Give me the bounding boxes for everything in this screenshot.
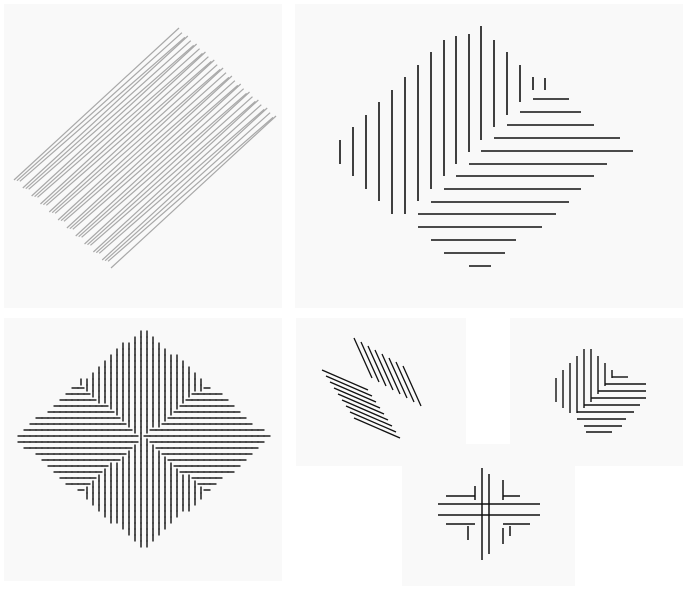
chevron-line bbox=[374, 349, 394, 391]
hatch-line bbox=[92, 99, 259, 253]
nested-corner-lines-panel bbox=[295, 4, 683, 308]
chevron-line bbox=[341, 399, 389, 421]
chevron-line bbox=[349, 411, 397, 433]
chevron-line bbox=[353, 417, 401, 439]
hatch-line bbox=[66, 75, 233, 229]
chevron-line bbox=[321, 369, 369, 391]
chevron-line bbox=[325, 375, 373, 397]
diagonal-chevron-panel bbox=[296, 318, 466, 466]
hatch-line bbox=[87, 96, 253, 246]
hatch-line bbox=[69, 80, 236, 230]
chevron-line bbox=[333, 387, 381, 409]
hatch-line bbox=[95, 104, 262, 254]
cross-junction-drawing bbox=[438, 468, 540, 560]
hatch-line bbox=[78, 88, 245, 238]
hatch-line bbox=[51, 64, 218, 214]
diagonal-hatch-drawing bbox=[13, 27, 277, 269]
chevron-line bbox=[345, 405, 393, 427]
hatch-line bbox=[42, 56, 209, 206]
hatch-line bbox=[104, 112, 271, 262]
chevron-line bbox=[402, 365, 422, 407]
hatch-line bbox=[16, 32, 183, 182]
hatch-line bbox=[54, 68, 221, 214]
hatch-line bbox=[40, 51, 206, 205]
hatch-line bbox=[57, 67, 224, 221]
diagonal-chevron-drawing bbox=[321, 337, 422, 439]
small-nested-corner-panel bbox=[510, 318, 683, 466]
hatch-line bbox=[63, 76, 230, 222]
hatch-line bbox=[60, 72, 227, 222]
hatch-line bbox=[28, 44, 195, 190]
hatch-line bbox=[34, 48, 200, 198]
hatch-line bbox=[107, 116, 274, 262]
hatch-line bbox=[101, 107, 268, 261]
hatch-line bbox=[48, 59, 215, 213]
hatch-line bbox=[110, 115, 277, 269]
dense-tick-diamond-drawing bbox=[17, 330, 271, 548]
chevron-line bbox=[367, 345, 387, 387]
hatch-line bbox=[37, 52, 203, 198]
hatch-line bbox=[13, 27, 180, 181]
hatch-line bbox=[19, 36, 186, 182]
hatch-line bbox=[81, 92, 248, 238]
blank-gap bbox=[466, 318, 510, 444]
chevron-line bbox=[388, 357, 408, 399]
hatch-line bbox=[72, 84, 239, 230]
hatch-line bbox=[84, 91, 250, 245]
chevron-line bbox=[381, 353, 401, 395]
small-nested-corner-drawing bbox=[555, 349, 646, 433]
hatch-line bbox=[25, 40, 192, 190]
diagonal-hatch-panel bbox=[4, 4, 282, 308]
chevron-line bbox=[360, 341, 380, 383]
hatch-line bbox=[45, 60, 212, 206]
hatch-line bbox=[75, 83, 242, 237]
hatch-line bbox=[98, 108, 265, 254]
hatch-line bbox=[22, 35, 189, 189]
hatch-line bbox=[90, 100, 256, 246]
nested-corner-lines-drawing bbox=[339, 26, 633, 267]
dense-tick-diamond-panel bbox=[4, 318, 282, 581]
chevron-line bbox=[337, 393, 385, 415]
cross-junction-panel bbox=[402, 444, 575, 586]
chevron-line bbox=[353, 337, 373, 379]
chevron-line bbox=[329, 381, 377, 403]
hatch-line bbox=[31, 43, 198, 197]
chevron-line bbox=[395, 361, 415, 403]
